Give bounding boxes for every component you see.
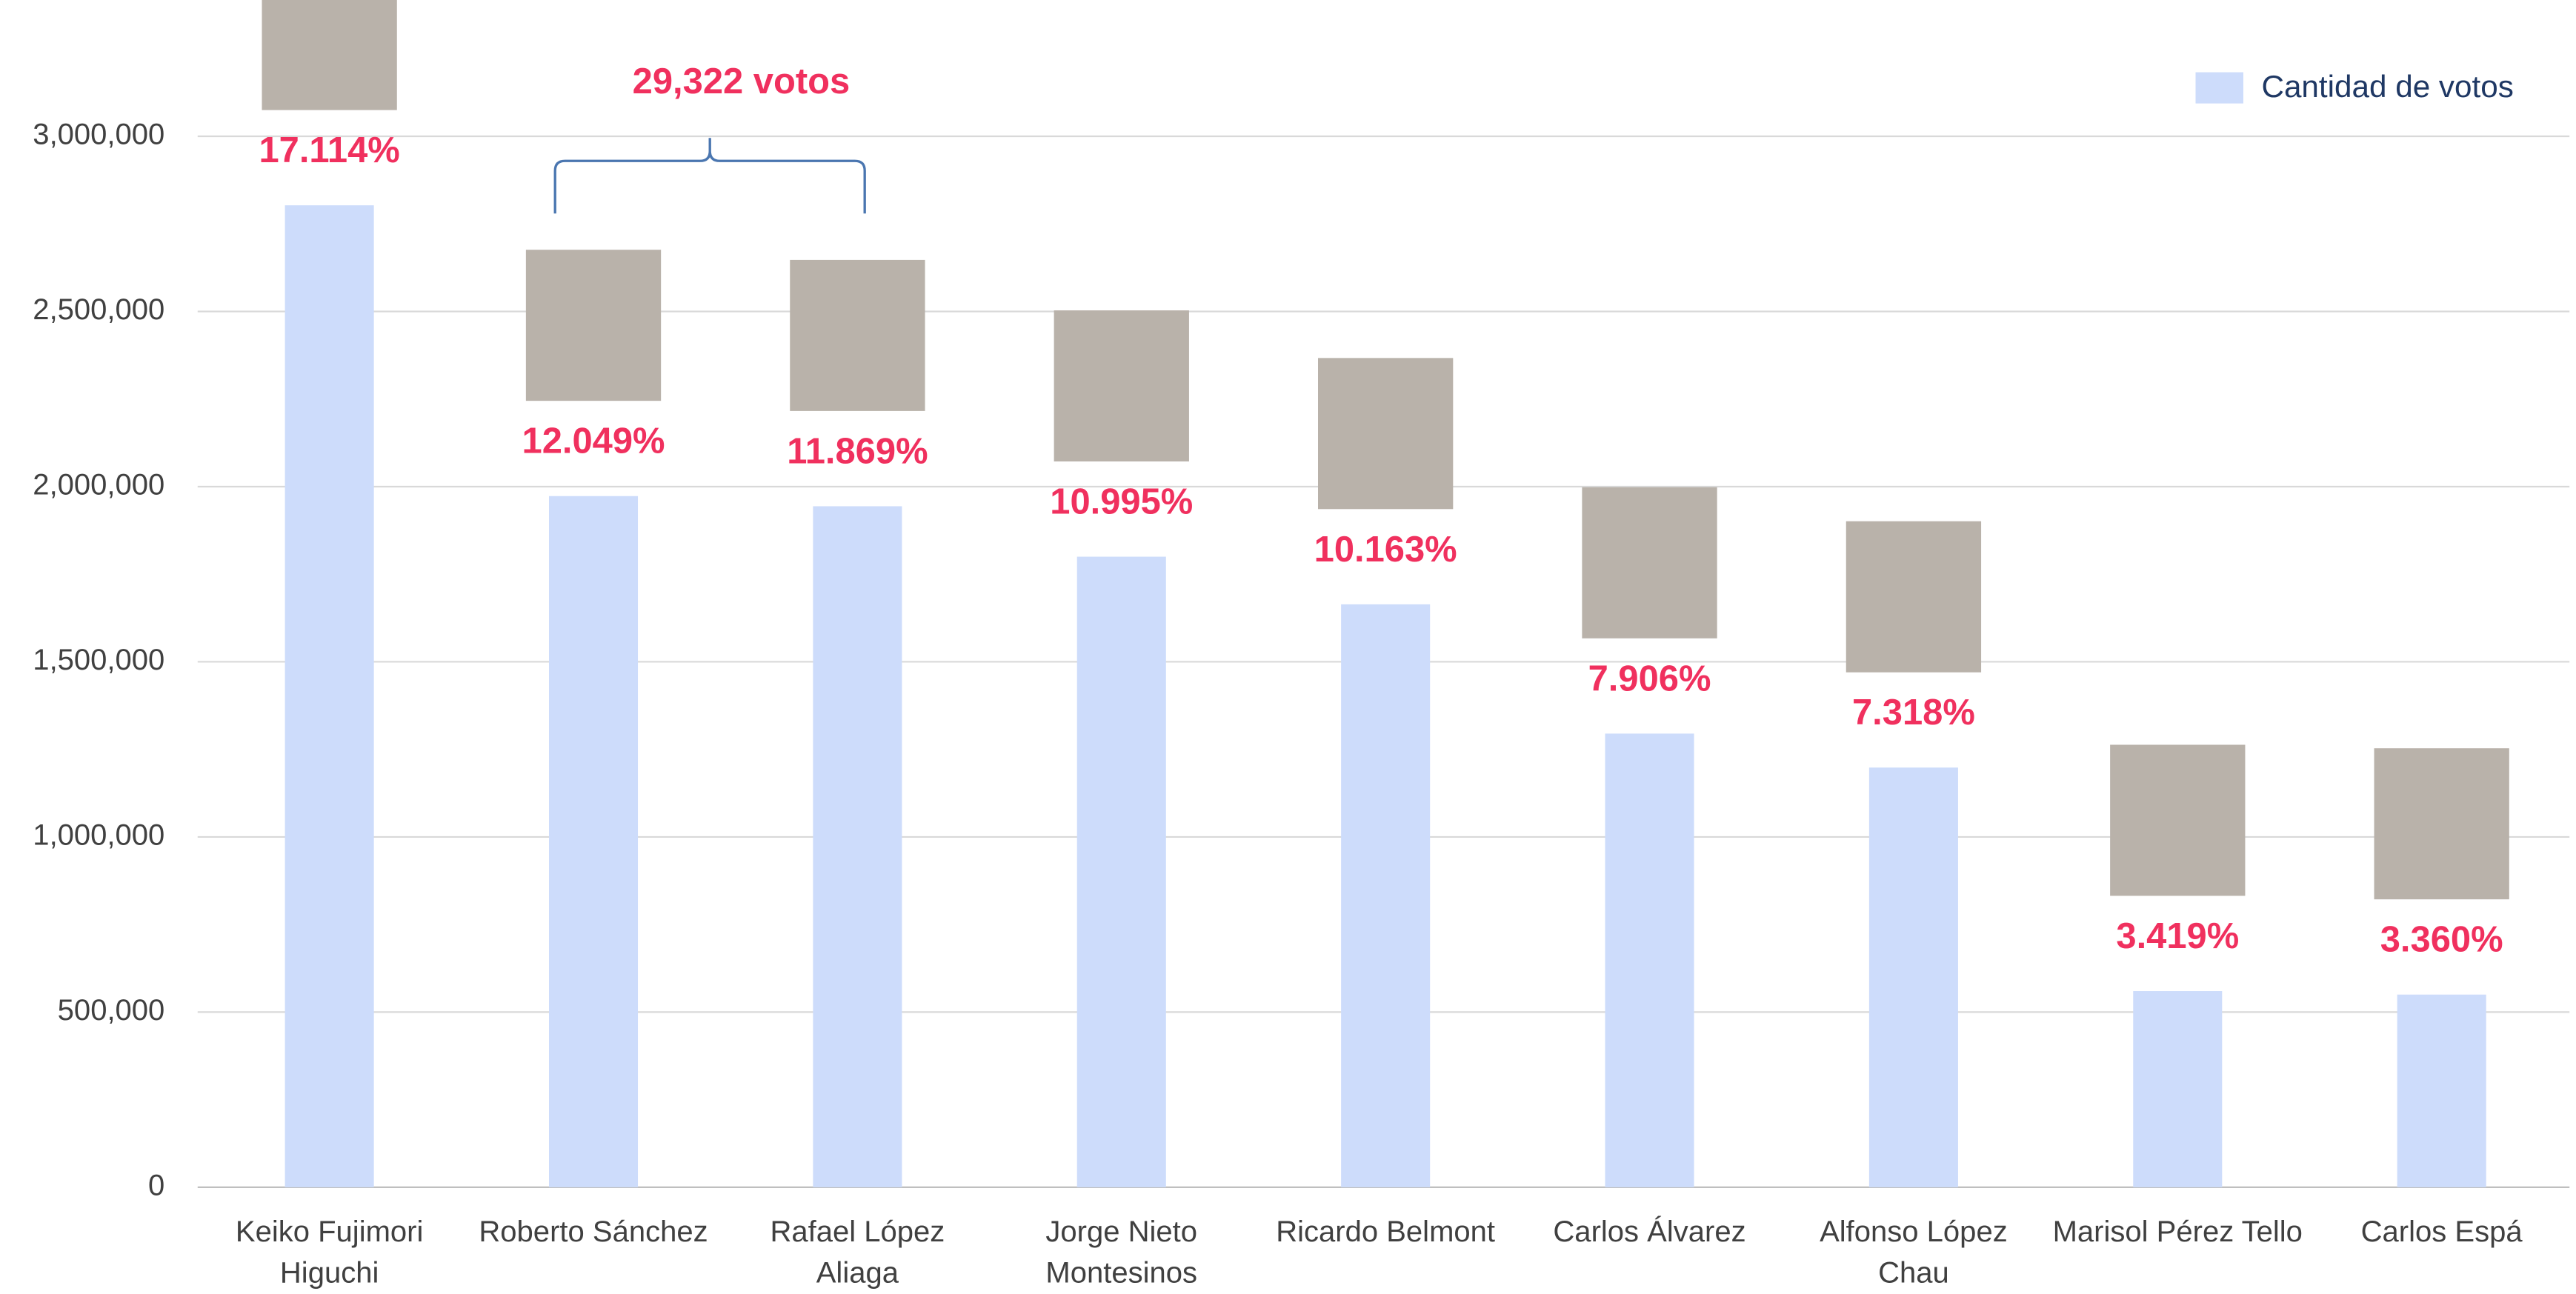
bar (1868, 767, 1958, 1187)
share-label: 7.318% (1852, 693, 1975, 733)
bar (284, 205, 374, 1187)
y-tick-label: 500,000 (58, 994, 165, 1027)
bar (2397, 994, 2486, 1187)
candidate-photo (525, 250, 662, 401)
candidate-photo (790, 259, 925, 411)
bar (1605, 733, 1694, 1187)
y-tick-label: 0 (148, 1169, 164, 1201)
legend-label: Cantidad de votos (2261, 69, 2513, 104)
annotation: 29,322 votos (633, 61, 851, 101)
share-label: 10.995% (1050, 482, 1193, 522)
x-tick-label: Jorge Nieto Montesinos (1045, 1215, 1198, 1290)
bar (813, 506, 902, 1187)
y-tick-label: 1,500,000 (33, 644, 164, 676)
brace (553, 138, 866, 214)
candidate-photo (262, 0, 397, 110)
y-tick-label: 2,500,000 (33, 293, 164, 326)
bar (1076, 556, 1166, 1187)
share-label: 17.114% (259, 130, 399, 170)
x-tick-label: Carlos Álvarez (1553, 1215, 1746, 1248)
x-tick-label: Marisol Pérez Tello (2052, 1215, 2303, 1248)
share-label: 7.906% (1588, 658, 1711, 698)
share-label: 11.869% (787, 431, 928, 471)
candidate-photo (1846, 521, 1982, 673)
y-tick-label: 2,000,000 (33, 469, 164, 501)
x-tick-label: Rafael López Aliaga (770, 1215, 945, 1290)
x-tick-label: Alfonso López Chau (1820, 1215, 2008, 1290)
bar (2133, 991, 2223, 1187)
share-label: 10.163% (1314, 530, 1457, 570)
share-label: 12.049% (522, 421, 665, 461)
candidate-photo (1054, 310, 1189, 461)
candidate-photo (1582, 487, 1717, 638)
bar (548, 496, 639, 1187)
x-tick-label: Ricardo Belmont (1276, 1215, 1496, 1248)
bar (1341, 604, 1431, 1187)
candidate-photo (2374, 748, 2509, 900)
legend-swatch (2195, 72, 2243, 104)
x-tick-label: Carlos Espá (2360, 1215, 2523, 1248)
y-tick-label: 1,000,000 (33, 819, 164, 852)
share-label: 3.360% (2380, 920, 2503, 960)
share-label: 3.419% (2116, 916, 2239, 956)
x-tick-label: Roberto Sánchez (479, 1215, 708, 1248)
candidate-photo (1318, 358, 1454, 510)
y-tick-label: 3,000,000 (33, 119, 164, 151)
candidate-photo (2110, 744, 2246, 896)
x-tick-label: Keiko Fujimori Higuchi (235, 1215, 424, 1290)
